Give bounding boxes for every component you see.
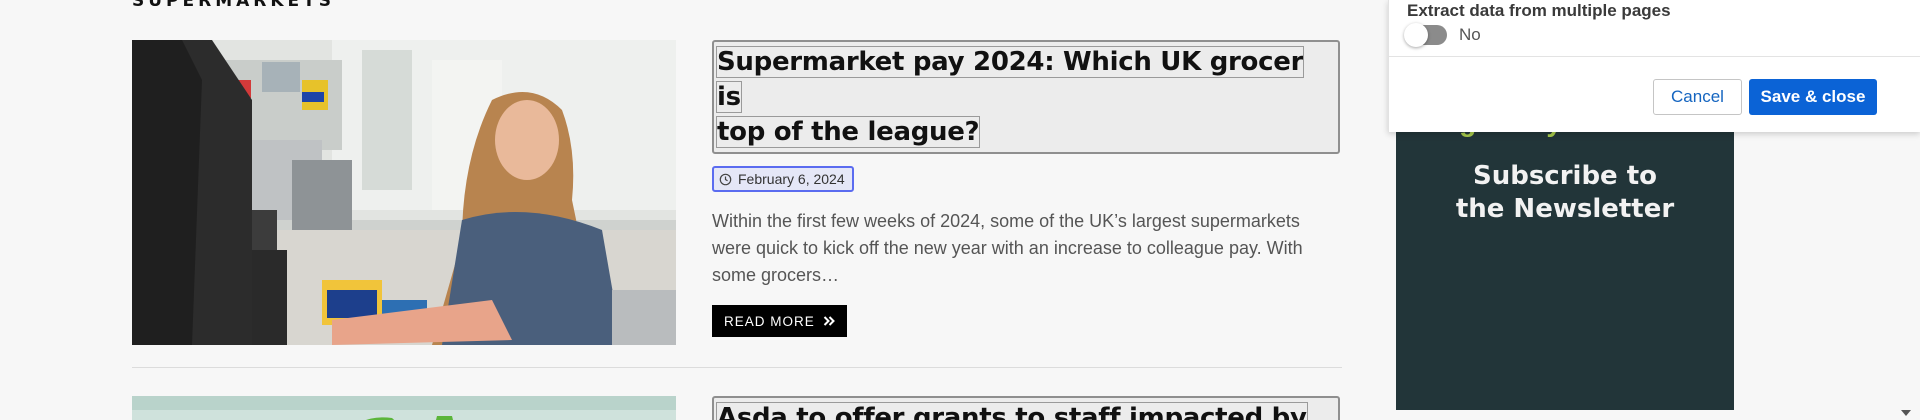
- read-more-button[interactable]: READ MORE: [712, 305, 847, 337]
- read-more-label: READ MORE: [724, 313, 815, 329]
- article-date[interactable]: February 6, 2024: [712, 166, 854, 192]
- clock-icon: [719, 173, 732, 186]
- article-title-link[interactable]: Supermarket pay 2024: Which UK grocer is…: [712, 40, 1340, 154]
- article-title-line: top of the league?: [715, 116, 981, 148]
- article-card: Asda to offer grants to staff impacted b…: [132, 396, 1342, 420]
- section-heading: SUPERMARKETS: [132, 0, 336, 11]
- panel-divider: [1389, 56, 1920, 57]
- multi-page-toggle[interactable]: No: [1404, 23, 1481, 47]
- save-close-button[interactable]: Save & close: [1749, 79, 1877, 115]
- ad-headline-line: Subscribe to: [1472, 161, 1658, 191]
- double-chevron-right-icon: [823, 315, 835, 327]
- article-title-line: Asda to offer grants to staff impacted b…: [716, 402, 1308, 420]
- article-title-line: Supermarket pay 2024: Which UK grocer is: [715, 46, 1305, 113]
- article-thumbnail[interactable]: [132, 396, 676, 420]
- article-title-link[interactable]: Asda to offer grants to staff impacted b…: [712, 396, 1340, 420]
- article-excerpt: Within the first few weeks of 2024, some…: [712, 211, 1303, 285]
- article-divider: [132, 367, 1342, 368]
- cancel-button[interactable]: Cancel: [1653, 79, 1742, 115]
- article-card: Supermarket pay 2024: Which UK grocer is…: [132, 40, 1342, 345]
- article-date-text: February 6, 2024: [738, 171, 845, 187]
- multi-page-label: Extract data from multiple pages: [1407, 1, 1671, 20]
- ad-headline-line: the Newsletter: [1455, 194, 1675, 224]
- extraction-panel: Extract data from multiple pages No Canc…: [1388, 0, 1920, 132]
- ad-headline: Subscribe to the Newsletter: [1396, 160, 1734, 226]
- toggle-track[interactable]: [1404, 23, 1447, 47]
- scroll-down-arrow-icon[interactable]: [1900, 403, 1912, 416]
- toggle-state-text: No: [1459, 25, 1481, 44]
- article-thumbnail[interactable]: [132, 40, 676, 345]
- toggle-knob[interactable]: [1404, 23, 1428, 47]
